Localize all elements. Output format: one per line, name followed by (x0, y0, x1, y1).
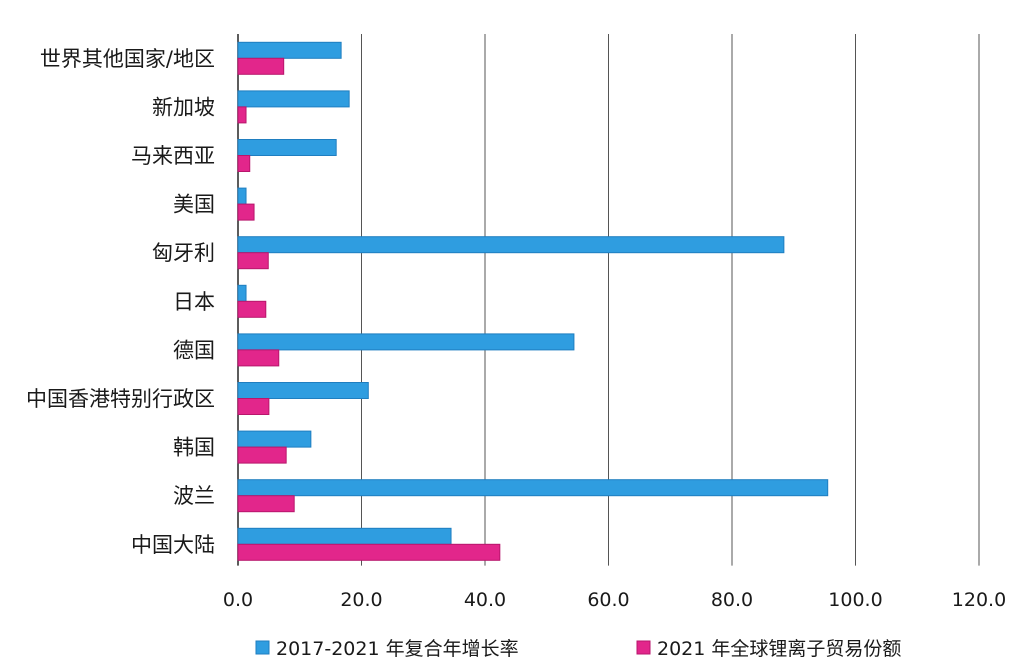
category-label: 匈牙利 (152, 241, 215, 265)
bar-series-1-row-3 (237, 187, 247, 205)
bar-series-1-row-7 (237, 382, 369, 399)
bar-series-1-row-5 (237, 284, 247, 302)
category-label: 新加坡 (152, 95, 215, 119)
x-tick-label: 100.0 (828, 589, 882, 611)
legend-swatch (636, 640, 651, 655)
bar-series-1-row-8 (237, 430, 312, 448)
bar-series-2-row-2 (237, 155, 251, 172)
bar-series-2-row-1 (237, 106, 247, 124)
bar-series-1-row-4 (237, 236, 785, 254)
bar-series-1-row-9 (237, 479, 829, 497)
category-label: 美国 (173, 193, 215, 217)
category-label: 马来西亚 (131, 144, 215, 168)
bars (237, 41, 829, 561)
legend-label: 2021 年全球锂离子贸易份额 (657, 638, 901, 660)
bar-series-2-row-0 (237, 57, 285, 75)
category-label: 中国香港特别行政区 (26, 387, 215, 411)
x-tick-label: 80.0 (711, 589, 753, 611)
x-tick-label: 20.0 (340, 589, 382, 611)
category-label: 德国 (173, 338, 215, 362)
category-label: 中国大陆 (131, 533, 215, 557)
bar-series-2-row-5 (237, 300, 267, 318)
bar-series-2-row-9 (237, 495, 295, 513)
x-tick-label: 0.0 (223, 589, 253, 611)
legend-item-2: 2021 年全球锂离子贸易份额 (636, 638, 901, 660)
bar-series-1-row-1 (237, 90, 350, 108)
bar-series-2-row-3 (237, 203, 255, 221)
bar-series-2-row-4 (237, 252, 269, 270)
bar-series-1-row-10 (237, 527, 452, 545)
category-label: 日本 (173, 290, 215, 314)
category-labels: 世界其他国家/地区新加坡马来西亚美国匈牙利日本德国中国香港特别行政区韩国波兰中国… (26, 47, 215, 557)
bar-series-1-row-6 (237, 333, 575, 351)
x-tick-label: 60.0 (587, 589, 629, 611)
category-label: 韩国 (173, 436, 215, 460)
legend-label: 2017-2021 年复合年增长率 (276, 638, 519, 660)
bar-series-2-row-7 (237, 398, 270, 415)
category-label: 世界其他国家/地区 (40, 47, 215, 71)
bar-series-2-row-8 (237, 446, 287, 464)
bar-series-1-row-2 (237, 139, 337, 156)
x-tick-label: 120.0 (952, 589, 1006, 611)
legend: 2017-2021 年复合年增长率 2021 年全球锂离子贸易份额 (255, 638, 901, 660)
legend-item-1: 2017-2021 年复合年增长率 (255, 638, 519, 660)
bar-series-1-row-0 (237, 41, 342, 59)
category-label: 波兰 (173, 484, 215, 508)
x-tick-label: 40.0 (464, 589, 506, 611)
bar-series-2-row-10 (237, 543, 501, 561)
x-tick-labels: 0.0 20.0 40.0 60.0 80.0 100.0 120.0 (223, 589, 1006, 611)
legend-swatch (255, 640, 270, 655)
bar-series-2-row-6 (237, 349, 280, 367)
